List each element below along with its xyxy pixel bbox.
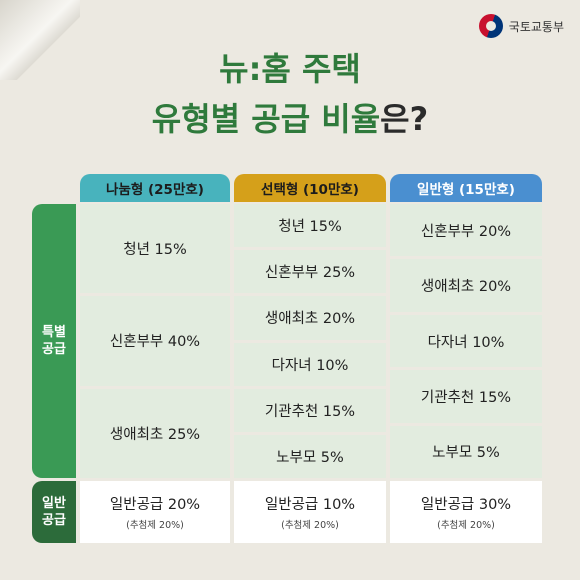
table-cell: 청년 15% [234, 204, 386, 248]
table-cell: 신혼부부 20% [390, 204, 542, 257]
table-cell: 생애최초 20% [234, 296, 386, 340]
row-header-general: 일반 공급 [32, 481, 76, 543]
ministry-name: 국토교통부 [508, 19, 564, 34]
table-cell: 기관추천 15% [390, 370, 542, 423]
table-cell: 신혼부부 25% [234, 250, 386, 294]
column-header-ilban: 일반형 (15만호) [390, 174, 542, 202]
row-header-special-label: 특별 공급 [42, 325, 66, 357]
table-cell: 기관추천 15% [234, 388, 386, 432]
page-title: 뉴:홈 주택 유형별 공급 비율은? [0, 44, 580, 144]
special-column-nanum: 청년 15% 신혼부부 40% 생애최초 25% [80, 204, 230, 478]
table-cell: 신혼부부 40% [80, 296, 230, 386]
title-line2-tail: 은? [380, 100, 429, 138]
general-cell-nanum: 일반공급 20% (추첨제 20%) [80, 481, 230, 543]
table-cell: 노부모 5% [234, 434, 386, 479]
table-cell: 다자녀 10% [234, 342, 386, 386]
table-cell: 청년 15% [80, 204, 230, 294]
row-header-general-label: 일반 공급 [42, 496, 66, 528]
table-cell: 생애최초 20% [390, 259, 542, 312]
general-supply-value: 일반공급 30% [420, 497, 512, 513]
title-line2: 유형별 공급 비율은? [0, 94, 580, 144]
page-curl-decoration [0, 0, 80, 80]
special-column-seontaek: 청년 15% 신혼부부 25% 생애최초 20% 다자녀 10% 기관추천 15… [234, 204, 386, 479]
table-cell: 노부모 5% [390, 425, 542, 479]
taegeuk-emblem-icon [478, 14, 503, 38]
title-line1: 뉴:홈 주택 [219, 50, 361, 88]
general-supply-note: (추첨제 20%) [281, 520, 339, 531]
special-column-ilban: 신혼부부 20% 생애최초 20% 다자녀 10% 기관추천 15% 노부모 5… [390, 204, 542, 479]
general-supply-note: (추첨제 20%) [126, 520, 184, 531]
row-header-special: 특별 공급 [32, 204, 76, 478]
table-cell: 다자녀 10% [390, 314, 542, 368]
column-header-seontaek: 선택형 (10만호) [234, 174, 386, 202]
column-header-nanum: 나눔형 (25만호) [80, 174, 230, 202]
ministry-logo: 국토교통부 [478, 14, 564, 38]
general-cell-seontaek: 일반공급 10% (추첨제 20%) [234, 481, 386, 543]
table-cell: 생애최초 25% [80, 388, 230, 478]
general-supply-value: 일반공급 20% [109, 497, 201, 513]
general-cell-ilban: 일반공급 30% (추첨제 20%) [390, 481, 542, 543]
title-line2-main: 유형별 공급 비율 [151, 100, 381, 138]
general-supply-value: 일반공급 10% [264, 497, 356, 513]
general-supply-note: (추첨제 20%) [437, 520, 495, 531]
